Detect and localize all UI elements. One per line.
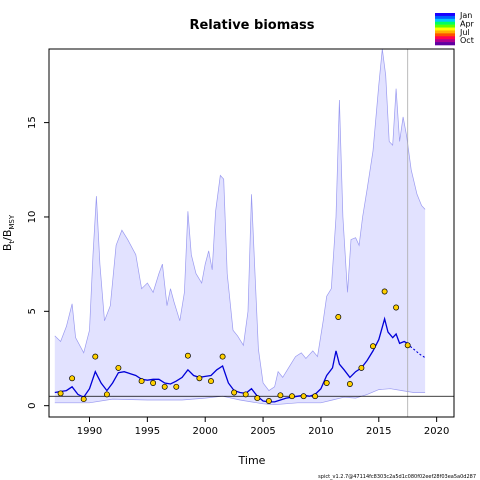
legend-color-swatch <box>435 30 455 34</box>
y-label-b: B <box>1 244 14 252</box>
observation-point <box>173 383 180 390</box>
observation-point <box>57 390 64 397</box>
legend-color-swatch <box>435 36 455 40</box>
legend-color-swatch <box>435 18 455 23</box>
x-tick-label: 2010 <box>308 426 333 437</box>
x-tick-label: 2020 <box>424 426 449 437</box>
observation-point <box>346 381 353 387</box>
observation-point <box>277 392 284 399</box>
observation-point <box>393 304 400 311</box>
observation-point <box>196 375 203 382</box>
confidence-band <box>54 49 426 405</box>
observation-point <box>300 393 307 400</box>
legend-entry: Jul <box>459 28 470 37</box>
ci-lower-line <box>54 388 426 406</box>
plot-content <box>49 48 454 417</box>
observation-point <box>138 378 145 385</box>
observation-point <box>312 393 319 400</box>
observation-point <box>381 288 388 295</box>
y-axis: 0 5 10 15 <box>27 116 50 409</box>
x-tick-label: 1990 <box>77 426 102 437</box>
legend-entry: Jan <box>459 11 472 20</box>
legend-entry: Oct <box>460 36 474 45</box>
legend-color-swatch <box>435 24 455 28</box>
observation-point <box>184 352 191 359</box>
legend-color-swatch <box>435 15 455 20</box>
footer-version-text: spict_v1.2.7@47114fc8303c2a5d1c080f02eef… <box>318 474 476 480</box>
legend-color-swatch <box>435 39 455 43</box>
y-label-sub-msy: MSY <box>8 214 16 229</box>
y-tick-label: 15 <box>27 116 38 129</box>
y-label-slash-b: /B <box>1 230 14 241</box>
x-axis-label: Time <box>238 454 266 467</box>
x-tick-label: 2005 <box>250 426 275 437</box>
observation-point <box>161 383 168 390</box>
observation-point <box>69 375 76 382</box>
observation-point <box>219 353 226 360</box>
observation-point <box>242 391 249 398</box>
x-axis: 1990 1995 2000 2005 2010 2015 2020 <box>77 416 449 437</box>
ci-upper-line <box>54 48 426 392</box>
observation-point <box>358 364 365 371</box>
observation-point <box>335 314 342 320</box>
observation-point <box>370 343 376 350</box>
x-tick-label: 1995 <box>135 426 160 437</box>
y-tick-label: 10 <box>27 211 38 224</box>
observation-point <box>92 353 99 360</box>
legend-color-swatch <box>435 27 455 31</box>
observation-point <box>115 364 122 371</box>
y-axis-label: Bt/BMSY <box>1 214 16 251</box>
observation-point <box>254 395 261 402</box>
x-tick-label: 2000 <box>192 426 217 437</box>
chart-title: Relative biomass <box>189 18 314 33</box>
legend-color-swatch <box>435 13 455 17</box>
observation-point <box>150 380 157 386</box>
y-label-sub-t: t <box>8 241 16 244</box>
median-estimate-line <box>54 316 409 403</box>
observation-point <box>103 391 110 398</box>
x-tick-label: 2015 <box>366 426 391 437</box>
observation-point <box>289 393 295 400</box>
observation-point <box>265 398 272 404</box>
observation-point <box>404 342 411 349</box>
observation-point <box>208 378 214 385</box>
observation-point <box>323 380 330 386</box>
y-tick-label: 0 <box>27 402 38 408</box>
y-tick-label: 5 <box>27 308 38 314</box>
legend-color-swatch <box>435 42 455 46</box>
legend-entry: Apr <box>460 19 475 28</box>
observation-point <box>231 389 238 396</box>
legend-color-swatch <box>435 33 455 37</box>
legend-color-swatch <box>435 21 455 25</box>
observation-point <box>80 396 87 403</box>
